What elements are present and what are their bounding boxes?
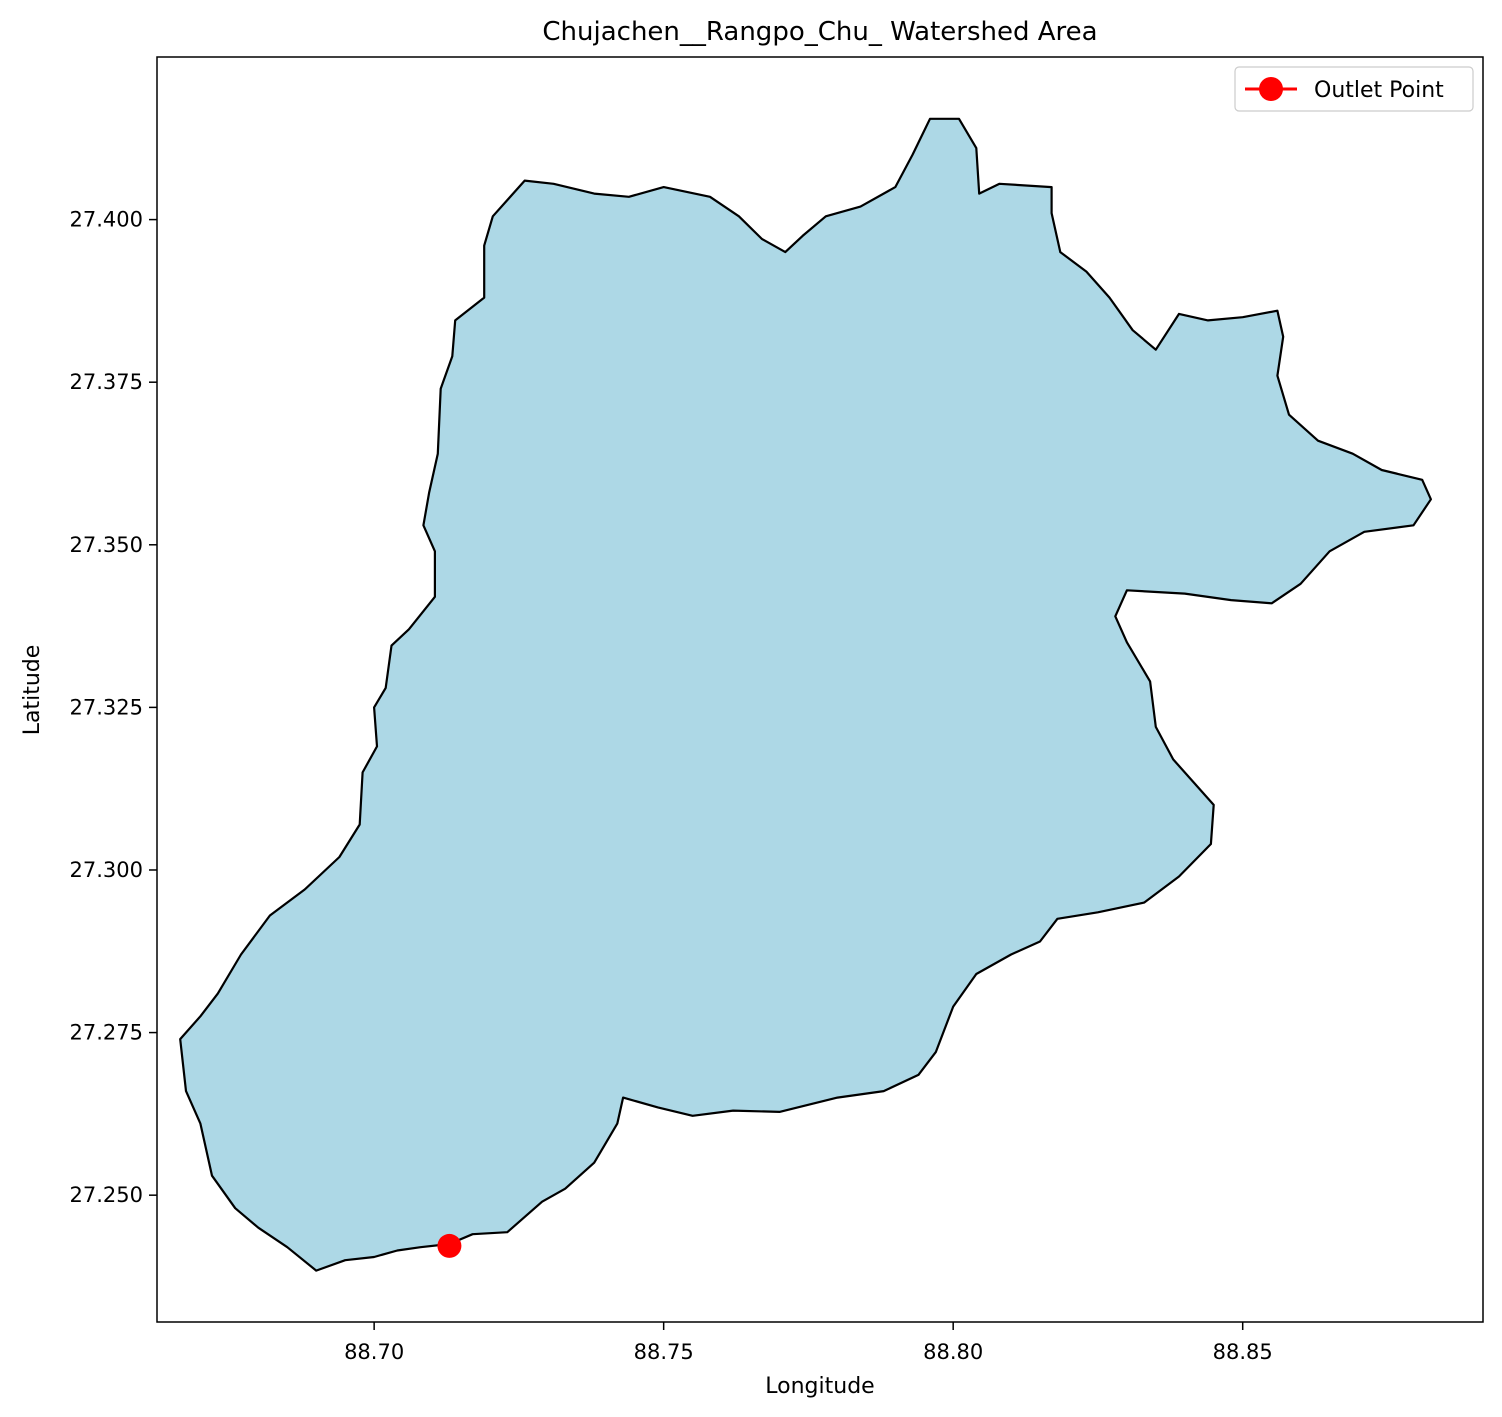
legend-label-outlet-point: Outlet Point <box>1314 78 1444 103</box>
x-tick-label: 88.75 <box>634 1340 694 1364</box>
x-axis-label: Longitude <box>765 1374 874 1399</box>
axes-frame <box>156 56 1484 1323</box>
chart-title: Chujachen__Rangpo_Chu_ Watershed Area <box>542 17 1097 47</box>
y-tick-label: 27.325 <box>70 695 143 719</box>
outlet-point <box>437 1233 462 1258</box>
legend: Outlet Point <box>1234 66 1474 112</box>
legend-marker <box>1259 77 1283 101</box>
legend-box <box>1234 66 1474 112</box>
y-tick-label: 27.375 <box>70 370 143 394</box>
y-tick-label: 27.275 <box>70 1021 143 1045</box>
y-tick-label: 27.400 <box>70 208 143 232</box>
y-axis-ticks: 27.250 27.275 27.300 27.325 27.350 27.375 27.4… <box>70 208 157 1207</box>
x-tick-label: 88.70 <box>344 1340 404 1364</box>
x-axis-ticks: 88.70 88.75 88.80 88.85 <box>344 1322 1273 1364</box>
watershed-polygon <box>179 117 1432 1272</box>
x-tick-label: 88.80 <box>923 1340 983 1364</box>
y-tick-label: 27.300 <box>70 858 143 882</box>
y-tick-label: 27.250 <box>70 1183 143 1207</box>
x-tick-label: 88.85 <box>1213 1340 1273 1364</box>
y-tick-label: 27.350 <box>70 533 143 557</box>
y-axis-label: Latitude <box>20 645 45 736</box>
